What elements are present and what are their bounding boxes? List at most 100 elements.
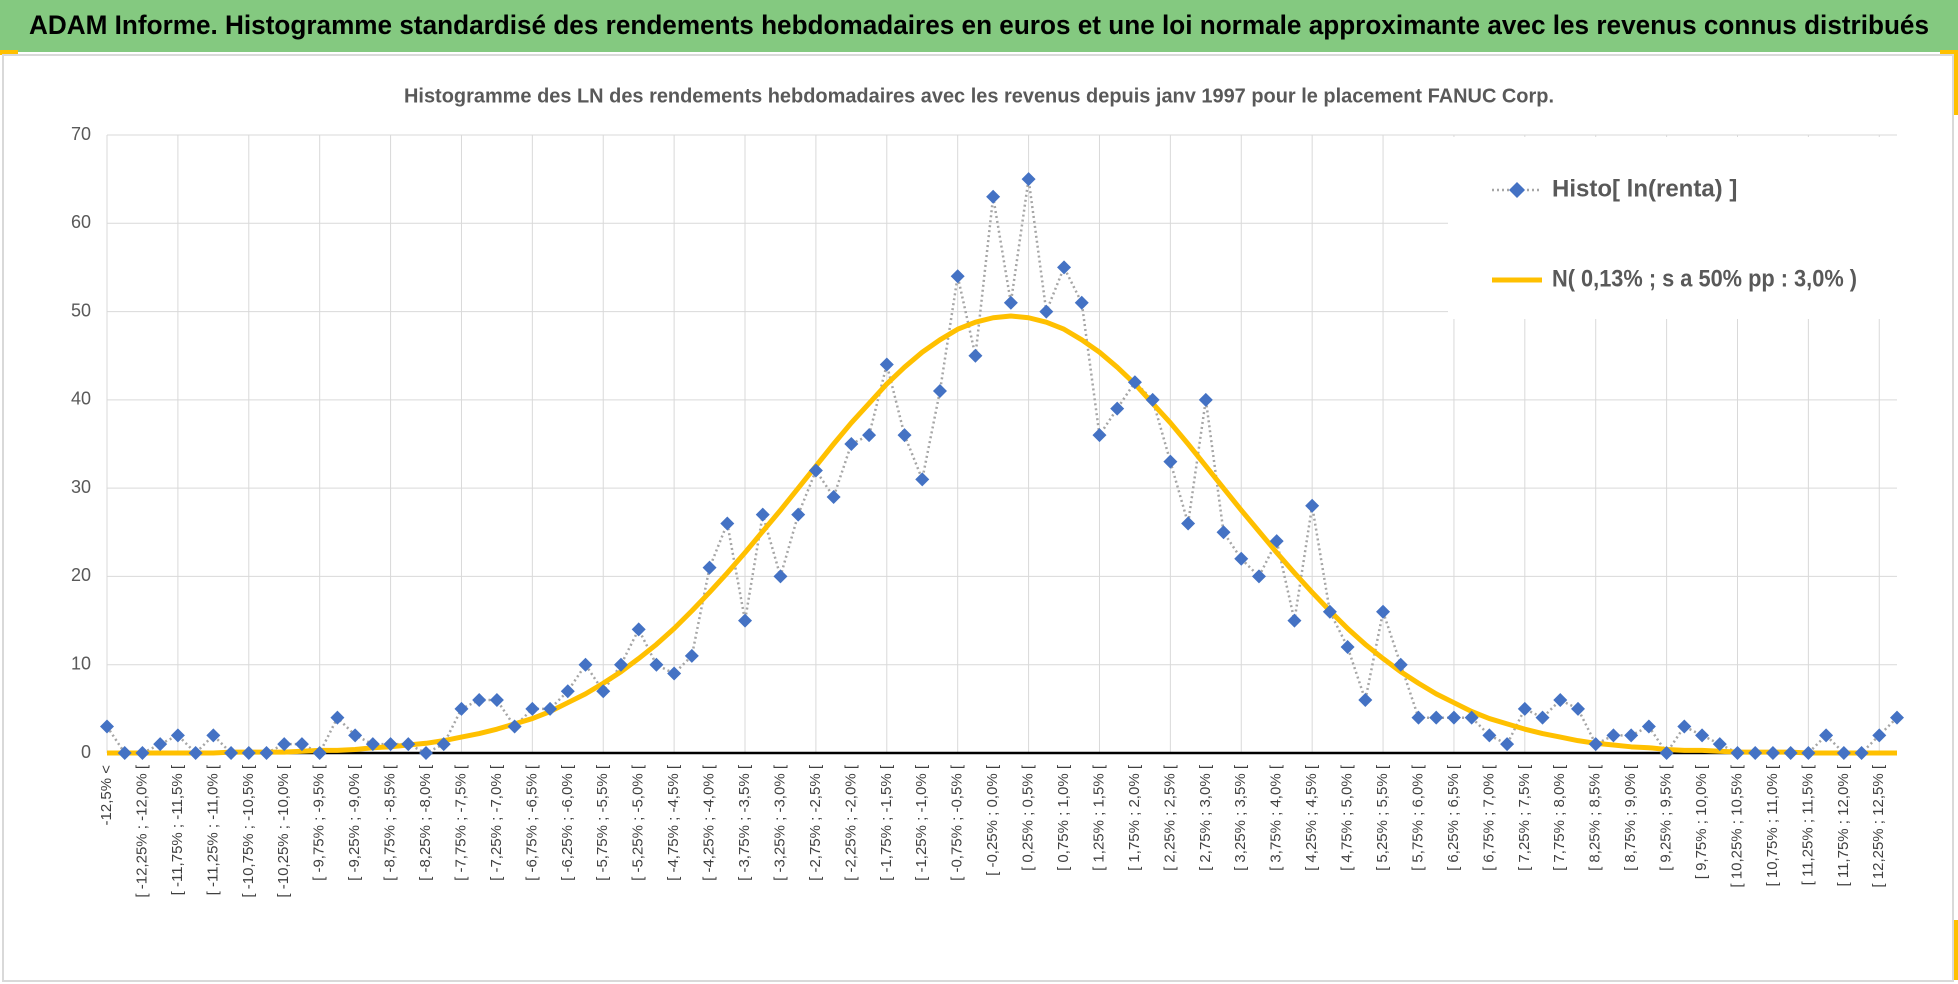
data-point [472, 693, 487, 708]
x-tick-label: [ 11,25% ; 11,5% [ [1799, 764, 1816, 885]
data-point [312, 746, 327, 760]
data-point [1181, 516, 1196, 531]
x-tick-label: [ -4,75% ; -4,5% [ [665, 764, 682, 881]
data-point [631, 622, 646, 637]
data-point [791, 507, 806, 522]
data-point [241, 746, 256, 760]
x-tick-label: [ 4,75% ; 5,0% [ [1339, 764, 1356, 871]
banner-title: ADAM Informe. Histogramme standardisé de… [29, 10, 1929, 40]
legend-box [1448, 137, 1898, 319]
data-point [649, 657, 664, 672]
y-tick-label: 60 [71, 212, 91, 232]
x-tick-label: [ -8,25% ; -8,0% [ [417, 764, 434, 881]
data-point [932, 384, 947, 399]
chart-frame [2, 54, 1954, 982]
x-tick-label: [ -10,25% ; -10,0% [ [275, 764, 292, 897]
data-point [897, 428, 912, 443]
data-point [1500, 737, 1515, 752]
legend-label: Histo[ ln(renta) ] [1552, 175, 1737, 202]
x-tick-label: [ -11,75% ; -11,5% [ [169, 764, 186, 895]
data-point [1801, 746, 1816, 760]
x-tick-label: [ -1,25% ; -1,0% [ [913, 764, 930, 881]
data-point [1145, 392, 1160, 407]
x-tick-label: [ -9,75% ; -9,5% [ [311, 764, 328, 881]
x-tick-label: [ -2,25% ; -2,0% [ [842, 764, 859, 881]
legend-marker [1509, 182, 1525, 198]
data-point [1092, 428, 1107, 443]
x-tick-label: [ 5,25% ; 5,5% [ [1374, 764, 1391, 871]
data-point [507, 719, 522, 734]
data-point [383, 737, 398, 752]
data-point [1163, 454, 1178, 469]
data-point [436, 737, 451, 752]
y-tick-label: 40 [71, 389, 91, 409]
data-point [259, 746, 274, 760]
data-point [1783, 746, 1798, 760]
data-point [489, 693, 504, 708]
data-point [702, 560, 717, 575]
data-point [560, 684, 575, 699]
data-point [206, 728, 221, 743]
x-tick-label: [ -10,75% ; -10,5% [ [240, 764, 257, 897]
data-point [348, 728, 363, 743]
data-point [1127, 375, 1142, 390]
data-point [968, 348, 983, 363]
x-tick-label: [ -11,25% ; -11,0% [ [204, 764, 221, 895]
data-point [1517, 701, 1532, 716]
x-tick-label: [ 7,25% ; 7,5% [ [1516, 764, 1533, 871]
data-point [1606, 728, 1621, 743]
data-point [986, 189, 1001, 204]
x-tick-label: [ 3,25% ; 3,5% [ [1232, 764, 1249, 871]
data-point [224, 746, 239, 760]
data-point [1659, 746, 1674, 760]
x-tick-label: [ -4,25% ; -4,0% [ [701, 764, 718, 881]
data-point [1003, 295, 1018, 310]
accent [1953, 920, 1958, 980]
data-point [596, 684, 611, 699]
chart-title: Histogramme des LN des rendements hebdom… [404, 85, 1554, 107]
data-point [1376, 604, 1391, 619]
x-tick-label: [ 1,25% ; 1,5% [ [1090, 764, 1107, 871]
y-tick-label: 70 [71, 124, 91, 144]
data-point [1872, 728, 1887, 743]
data-point [1074, 295, 1089, 310]
data-point [401, 737, 416, 752]
data-point [1198, 392, 1213, 407]
data-point [915, 472, 930, 487]
data-point [365, 737, 380, 752]
data-point [100, 719, 114, 734]
x-tick-label: [ 0,75% ; 1,0% [ [1055, 764, 1072, 871]
data-point [1216, 525, 1231, 540]
data-point [844, 437, 859, 451]
data-point [1322, 604, 1337, 619]
data-point [543, 701, 558, 716]
data-point [1730, 746, 1745, 760]
data-point [1393, 657, 1408, 672]
data-point [454, 701, 469, 716]
data-point [1305, 498, 1320, 513]
data-point [1641, 719, 1656, 734]
x-tick-label: [ 9,75% ; 10,0% [ [1693, 764, 1710, 879]
x-tick-label: [ -6,25% ; -6,0% [ [559, 764, 576, 881]
x-tick-label: -12,5% < [98, 765, 115, 826]
data-point [1677, 719, 1692, 734]
data-point [1588, 737, 1603, 752]
data-point [1057, 260, 1072, 275]
data-point [170, 728, 185, 743]
data-point [1429, 710, 1444, 725]
data-point [117, 746, 132, 760]
data-point [277, 737, 292, 752]
data-point [862, 428, 877, 443]
data-point [419, 746, 434, 760]
x-tick-label: [ 1,75% ; 2,0% [ [1126, 764, 1143, 871]
data-point [1854, 746, 1869, 760]
x-tick-label: [ 4,25% ; 4,5% [ [1303, 764, 1320, 871]
data-point [1269, 534, 1284, 549]
data-point [755, 507, 770, 522]
data-point [1464, 710, 1479, 725]
x-tick-label: [ 5,75% ; 6,0% [ [1409, 764, 1426, 871]
legend-label: N( 0,13% ; s a 50% pp : 3,0% ) [1552, 265, 1857, 292]
accent [1940, 50, 1958, 55]
x-tick-label: [ 8,75% ; 9,0% [ [1622, 764, 1639, 871]
y-tick-label: 20 [71, 565, 91, 585]
